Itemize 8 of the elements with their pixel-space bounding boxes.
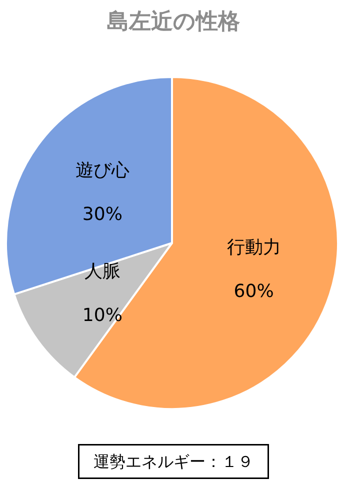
slice-label: 行動力 (226, 237, 281, 258)
slice-label: 遊び心 (75, 160, 130, 181)
text: 運勢エネルギー：１９ (94, 452, 254, 471)
chart-title: 島左近の性格 (107, 10, 241, 34)
data-label: 60% (234, 281, 274, 302)
data-label: 30% (82, 204, 122, 225)
slice-label: 人脈 (84, 261, 120, 282)
data-label: 10% (82, 305, 122, 326)
